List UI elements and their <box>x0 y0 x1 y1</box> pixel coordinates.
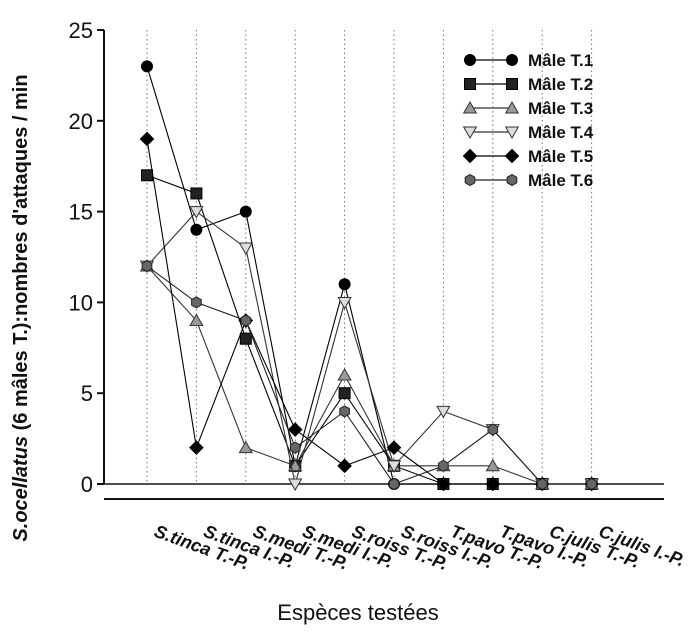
series-6-line <box>146 265 592 485</box>
series-5-point-5 <box>386 440 402 455</box>
legend-item-3: Mâle T.3 <box>462 99 593 118</box>
legend-marker-a-2 <box>464 78 476 90</box>
legend-marker-a-4 <box>462 126 478 140</box>
y-tick-label-2: 10 <box>69 290 93 315</box>
y-tick-label-3: 15 <box>69 200 93 225</box>
legend-label-4: Mâle T.4 <box>528 123 594 142</box>
series-6-point-7 <box>487 423 499 436</box>
y-axis-title-rest: (6 mâles T.):nombres d'attaques / min <box>10 74 32 436</box>
series-6-point-9 <box>586 477 597 491</box>
series-6-point-4 <box>339 405 350 418</box>
series-group <box>139 60 599 492</box>
legend-item-6: Mâle T.6 <box>464 171 593 190</box>
x-axis-title: Espèces testées <box>277 600 438 625</box>
series-2-point-1 <box>190 187 203 200</box>
legend-marker-b-2 <box>506 78 518 90</box>
series-4-point-6 <box>436 405 451 419</box>
series-3-point-7 <box>485 458 500 472</box>
y-ticks: 0 5 10 15 20 25 <box>69 18 104 497</box>
series-2-point-2 <box>239 332 252 345</box>
series-4-point-2 <box>238 242 253 255</box>
series-1-point-0 <box>141 60 153 73</box>
series-4-point-5 <box>386 460 402 473</box>
legend-item-5: Mâle T.5 <box>462 147 593 166</box>
series-1-point-2 <box>239 205 252 218</box>
series-3-point-4 <box>337 367 352 381</box>
series-6 <box>141 260 597 491</box>
series-6-point-5 <box>388 477 400 491</box>
series-1-point-4 <box>338 278 351 291</box>
series-5-point-4 <box>337 458 352 474</box>
series-6-point-6 <box>438 459 449 472</box>
legend-label-3: Mâle T.3 <box>528 99 593 118</box>
series-6-point-0 <box>141 260 153 273</box>
series-4-point-3 <box>288 478 303 492</box>
legend-marker-b-6 <box>506 173 518 187</box>
y-axis-title: S.ocellatus (6 mâles T.):nombres d'attaq… <box>10 74 32 541</box>
series-3 <box>139 259 599 490</box>
series-2-point-0 <box>141 169 153 182</box>
legend-label-6: Mâle T.6 <box>528 171 593 190</box>
series-4-point-4 <box>337 296 352 310</box>
legend-marker-a-5 <box>462 148 478 164</box>
series-2-line <box>146 174 592 485</box>
series-6-point-2 <box>240 314 252 327</box>
legend-label-1: Mâle T.1 <box>528 51 593 70</box>
series-6-point-8 <box>536 477 548 491</box>
legend: Mâle T.1 Mâle T.2 Mâle T.3 Mâle T.4 Mâle T.5… <box>462 51 594 190</box>
series-2-point-4 <box>338 387 351 400</box>
series-5-point-3 <box>287 422 303 437</box>
series-3-point-1 <box>189 313 204 327</box>
legend-item-1: Mâle T.1 <box>464 51 593 70</box>
legend-label-5: Mâle T.5 <box>528 147 593 166</box>
x-tick-labels: S.tinca T.-P.S.tinca I.-P.S.medi T.-P.S.… <box>152 521 688 574</box>
grid-lines <box>146 30 593 484</box>
series-3-point-2 <box>238 440 253 454</box>
legend-marker-b-3 <box>504 100 520 114</box>
legend-marker-b-1 <box>506 54 518 66</box>
legend-marker-b-4 <box>504 126 520 140</box>
y-tick-label-5: 25 <box>69 18 93 43</box>
series-5-line <box>146 138 592 485</box>
y-tick-label-1: 5 <box>81 381 93 406</box>
series-4-point-1 <box>189 206 204 219</box>
series-4-line <box>146 210 592 485</box>
legend-marker-b-5 <box>504 148 520 164</box>
series-6-point-3 <box>289 441 301 454</box>
y-tick-label-4: 20 <box>69 109 93 134</box>
series-5-point-0 <box>139 131 155 147</box>
legend-item-4: Mâle T.4 <box>462 123 594 142</box>
y-axis-title-species: S.ocellatus <box>10 436 32 542</box>
legend-item-2: Mâle T.2 <box>464 75 593 94</box>
series-2 <box>141 169 598 490</box>
series-5-point-6 <box>436 476 451 492</box>
series-6-point-1 <box>191 296 202 309</box>
legend-marker-a-3 <box>462 100 478 114</box>
legend-label-2: Mâle T.2 <box>528 75 593 94</box>
y-tick-label-0: 0 <box>81 472 93 497</box>
legend-marker-a-6 <box>464 173 476 187</box>
series-5-point-1 <box>189 440 204 455</box>
series-5-point-7 <box>485 476 501 492</box>
series-1-point-1 <box>190 223 203 236</box>
legend-marker-a-1 <box>464 54 476 66</box>
series-3-line <box>146 265 592 485</box>
